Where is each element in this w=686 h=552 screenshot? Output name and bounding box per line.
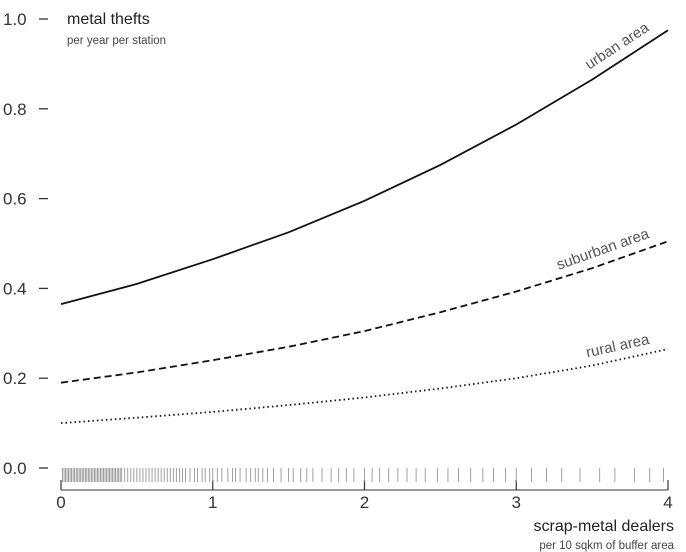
series-line xyxy=(60,240,669,384)
x-tick-label: 1 xyxy=(208,493,217,512)
x-tick-label: 3 xyxy=(512,493,521,512)
x-axis-label: scrap-metal dealers xyxy=(534,518,675,535)
y-axis: 0.0 0.2 0.4 0.6 0.8 1.0 xyxy=(3,10,48,478)
rug-plot xyxy=(62,468,664,482)
y-tick-label: 0.0 xyxy=(3,459,27,478)
y-tick-label: 1.0 xyxy=(3,10,27,29)
y-tick-label: 0.4 xyxy=(3,279,27,298)
x-tick-label: 4 xyxy=(663,493,672,512)
series-lines xyxy=(60,29,669,424)
x-tick-label: 0 xyxy=(56,493,65,512)
y-tick-label: 0.2 xyxy=(3,369,27,388)
x-axis: 0 1 2 3 4 xyxy=(56,480,673,512)
series-label: suburban area xyxy=(554,225,651,274)
series-line xyxy=(60,348,669,424)
chart-subtitle: per year per station xyxy=(67,35,166,47)
y-tick-label: 0.8 xyxy=(3,100,27,119)
series-label: rural area xyxy=(585,331,652,362)
series-line xyxy=(60,29,669,305)
x-axis-sublabel: per 10 sqkm of buffer area xyxy=(539,540,674,552)
y-tick-label: 0.6 xyxy=(3,190,27,209)
x-tick-label: 2 xyxy=(360,493,369,512)
chart-title: metal thefts xyxy=(67,11,150,28)
